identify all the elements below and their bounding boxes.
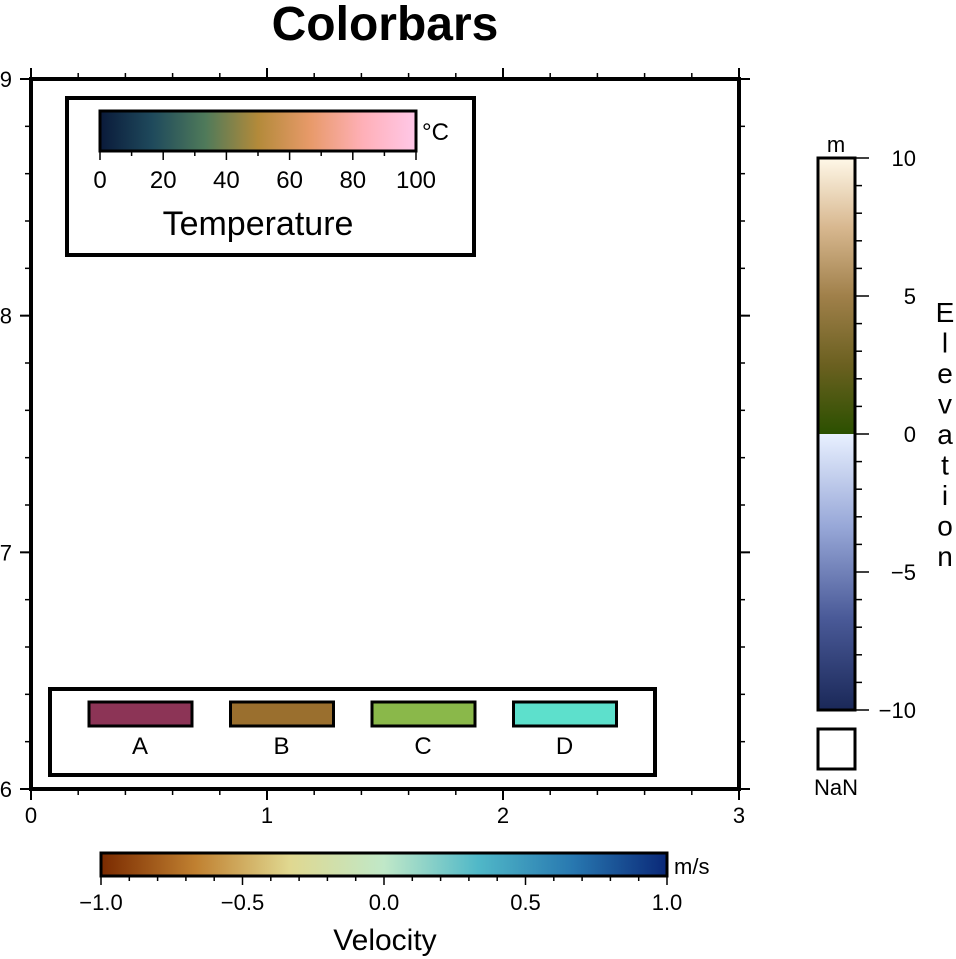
y-tick-label: 8 [0, 304, 12, 329]
y-tick-label: 9 [0, 67, 12, 92]
elevation-label-char: e [937, 358, 953, 389]
temperature-tick-label: 20 [150, 167, 177, 194]
x-tick-label: 2 [497, 803, 509, 828]
plot-frame [29, 77, 741, 791]
elevation-unit: m [827, 132, 845, 157]
category-swatch [87, 700, 194, 728]
elevation-label-char: i [942, 480, 948, 511]
category-swatch [370, 700, 477, 728]
elevation-label-char: a [937, 419, 953, 450]
velocity-tick-label: 0.5 [510, 890, 541, 915]
temperature-unit: °C [422, 119, 449, 146]
category-label: D [556, 733, 573, 760]
elevation-below-segment [818, 434, 855, 710]
category-swatch [229, 700, 335, 728]
elevation-label-char: n [937, 541, 953, 572]
velocity-colorbar: −1.0 −0.5 0.0 0.5 1.0 m/s Velocity [79, 851, 709, 957]
elevation-label-char: E [936, 297, 955, 328]
temperature-ticks: 0 20 40 60 80 100 [93, 151, 436, 194]
elevation-label-char: v [938, 389, 952, 420]
y-tick-label: 7 [0, 540, 12, 565]
y-tick-labels: 6 7 8 9 [0, 67, 12, 802]
x-tick-label: 1 [261, 803, 273, 828]
elevation-tick-label: −10 [879, 698, 916, 723]
velocity-gradient-bar [99, 851, 669, 878]
elevation-tick-label: 0 [904, 422, 916, 447]
elevation-tick-label: −5 [891, 560, 916, 585]
temperature-tick-label: 100 [396, 167, 436, 194]
temperature-tick-label: 80 [339, 167, 366, 194]
velocity-label: Velocity [333, 924, 436, 957]
categorical-colorbar: A B C D [48, 687, 657, 777]
y-tick-label: 6 [0, 777, 12, 802]
temperature-tick-label: 40 [213, 167, 240, 194]
velocity-tick-label: −1.0 [79, 890, 122, 915]
categorical-items: A B C D [87, 700, 618, 760]
category-label: C [414, 733, 431, 760]
elevation-nan-label: NaN [814, 775, 858, 800]
velocity-tick-label: 1.0 [652, 890, 683, 915]
elevation-label-char: l [942, 328, 948, 359]
temperature-label: Temperature [163, 205, 354, 243]
velocity-tick-label: 0.0 [369, 890, 400, 915]
temperature-tick-label: 0 [93, 167, 106, 194]
temperature-gradient-bar [98, 109, 418, 153]
temperature-colorbar: 0 20 40 60 80 100 °C Temperature [65, 96, 476, 257]
frame-ticks [20, 68, 750, 800]
category-label: B [273, 733, 289, 760]
temperature-tick-label: 60 [276, 167, 303, 194]
velocity-ticks: −1.0 −0.5 0.0 0.5 1.0 [79, 876, 682, 915]
chart-title: Colorbars [272, 0, 499, 51]
elevation-nan-box [816, 727, 857, 771]
elevation-label-char: o [937, 511, 953, 542]
elevation-label-char: t [941, 450, 949, 481]
x-tick-label: 3 [733, 803, 745, 828]
elevation-ticks: 10 5 0 −5 −10 [855, 146, 916, 723]
x-tick-labels: 0 1 2 3 [25, 803, 745, 828]
category-swatch [512, 700, 618, 728]
x-tick-label: 0 [25, 803, 37, 828]
elevation-above-segment [818, 158, 855, 434]
category-label: A [132, 733, 148, 760]
velocity-tick-label: −0.5 [221, 890, 264, 915]
elevation-tick-label: 10 [892, 146, 916, 171]
elevation-tick-label: 5 [904, 284, 916, 309]
velocity-unit: m/s [674, 854, 709, 879]
